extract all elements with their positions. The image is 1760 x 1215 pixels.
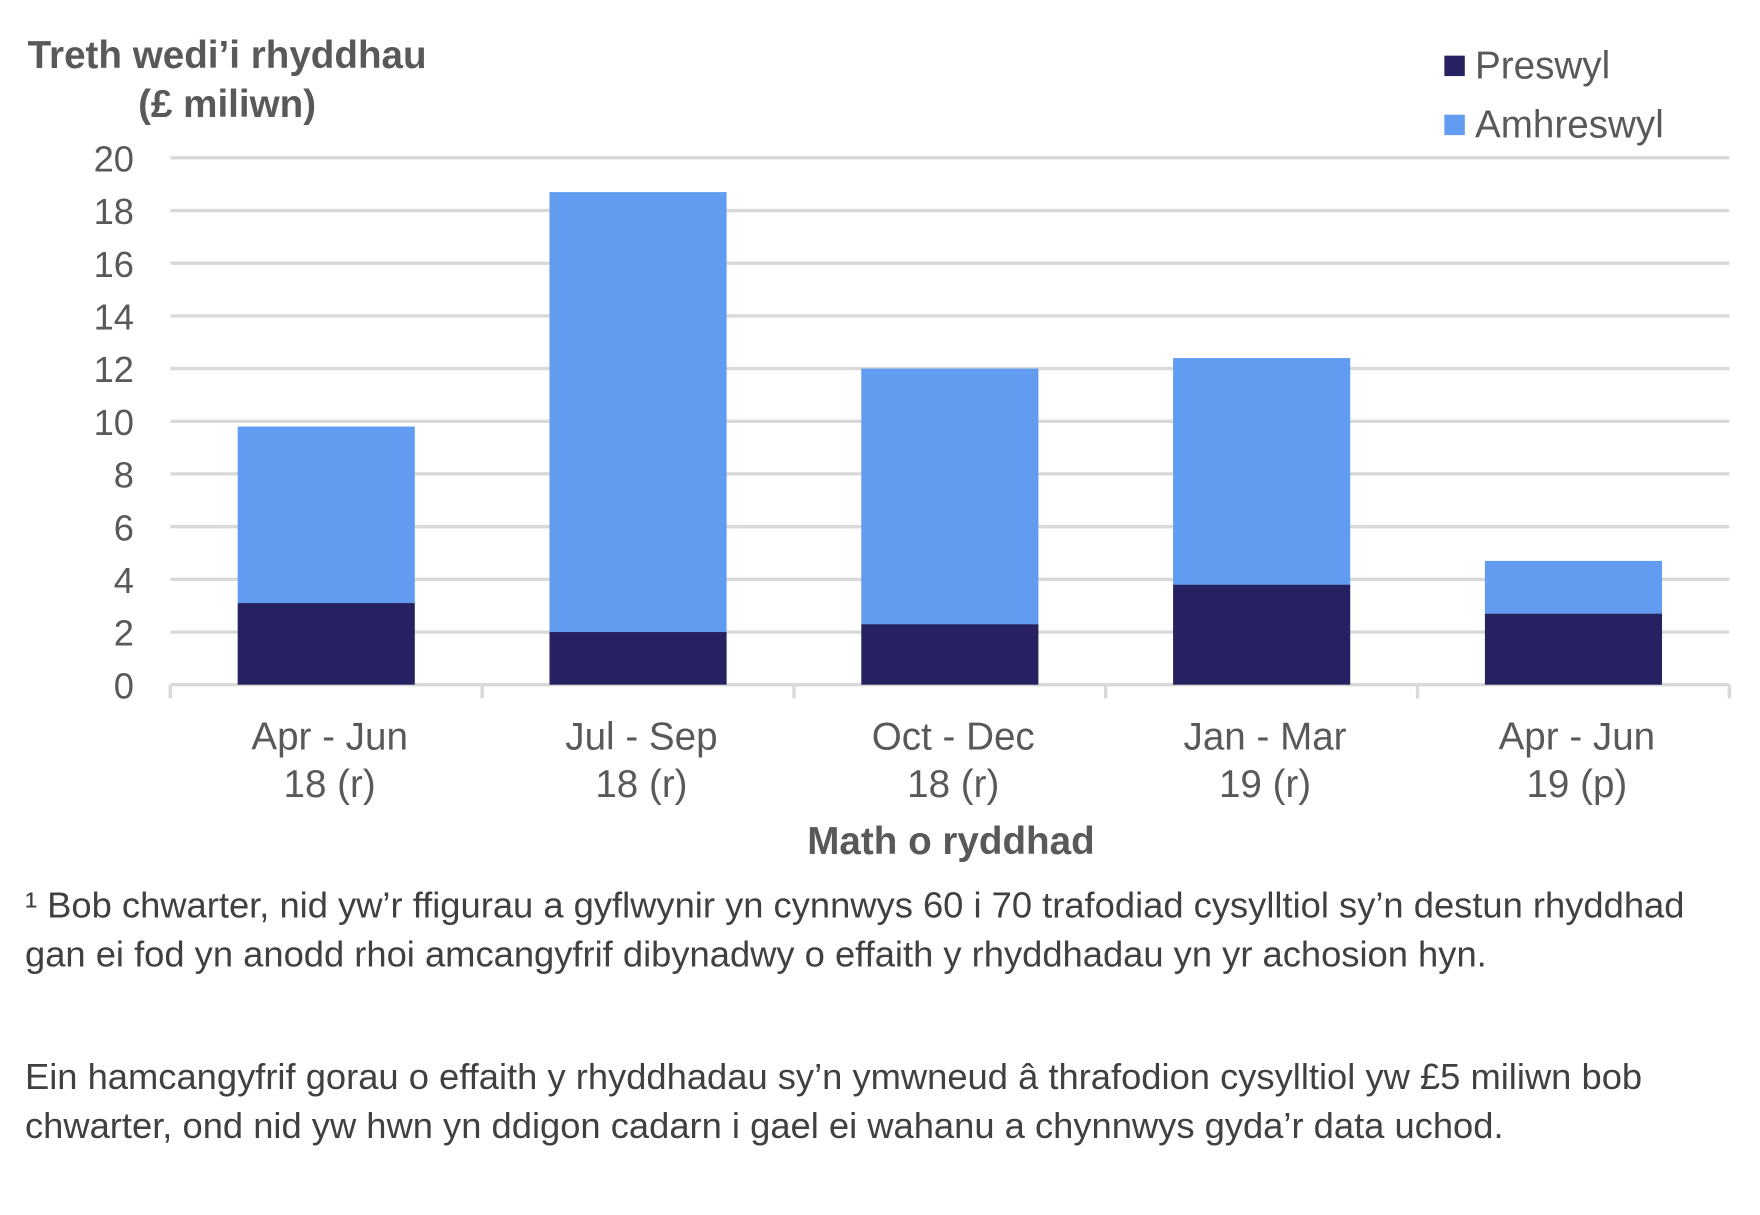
legend-label: Amhreswyl xyxy=(1475,102,1664,146)
x-tick-label: Apr - Jun xyxy=(1499,715,1656,758)
legend-item-amhreswyl: Amhreswyl xyxy=(1444,95,1664,154)
x-tick-label: 19 (r) xyxy=(1219,763,1311,806)
bar-preswyl xyxy=(1484,613,1663,685)
legend-label: Preswyl xyxy=(1475,43,1611,87)
bar-preswyl xyxy=(1173,584,1351,685)
y-tick-label: 18 xyxy=(94,191,134,232)
x-tick-label: 19 (p) xyxy=(1526,763,1627,806)
x-tick-label: Oct - Dec xyxy=(872,715,1035,758)
footnote-2: Ein hamcangyfrif gorau o effaith y rhydd… xyxy=(24,1056,1643,1146)
y-tick-label: 4 xyxy=(114,560,134,601)
bar-amhreswyl xyxy=(549,192,727,633)
footnote-1: ¹ Bob chwarter, nid yw’r ffigurau a gyfl… xyxy=(24,884,1685,975)
bar-amhreswyl xyxy=(1173,358,1351,585)
bar-amhreswyl xyxy=(237,426,415,604)
x-tick-label: 18 (r) xyxy=(907,763,999,806)
y-tick-label: 20 xyxy=(94,138,134,179)
y-tick-label: 2 xyxy=(114,613,134,654)
bar-preswyl xyxy=(861,624,1039,685)
bar-preswyl xyxy=(237,603,415,685)
y-tick-label: 12 xyxy=(94,349,134,390)
y-tick-label: 10 xyxy=(94,402,134,443)
y-tick-label: 14 xyxy=(94,297,134,338)
x-tick-label: Apr - Jun xyxy=(251,715,408,758)
y-tick-label: 6 xyxy=(114,507,134,548)
legend-item-preswyl: Preswyl xyxy=(1444,36,1663,95)
y-axis-title: Treth wedi’i rhyddhau (£ miliwn) xyxy=(27,34,427,127)
bar-preswyl xyxy=(549,632,727,685)
x-tick-label: Jul - Sep xyxy=(565,715,717,758)
legend: Preswyl Amhreswyl xyxy=(1444,36,1664,154)
y-tick-label: 8 xyxy=(114,455,134,496)
y-tick-label: 16 xyxy=(94,244,134,285)
y-tick-label: 0 xyxy=(114,665,134,706)
x-tick-label: Jan - Mar xyxy=(1184,715,1347,758)
plot-area: 0 2 4 6 8 10 12 14 16 18 20 Apr - Jun 18 (r) Jul - Se… xyxy=(94,138,1732,806)
bar-amhreswyl xyxy=(861,368,1039,625)
x-axis-title: Math o ryddhad xyxy=(807,819,1095,863)
x-tick-label: 18 (r) xyxy=(284,763,376,806)
legend-swatch-amhreswyl xyxy=(1444,114,1465,136)
legend-swatch-preswyl xyxy=(1444,55,1465,77)
x-tick-label: 18 (r) xyxy=(595,763,687,806)
bar-amhreswyl xyxy=(1484,560,1663,614)
